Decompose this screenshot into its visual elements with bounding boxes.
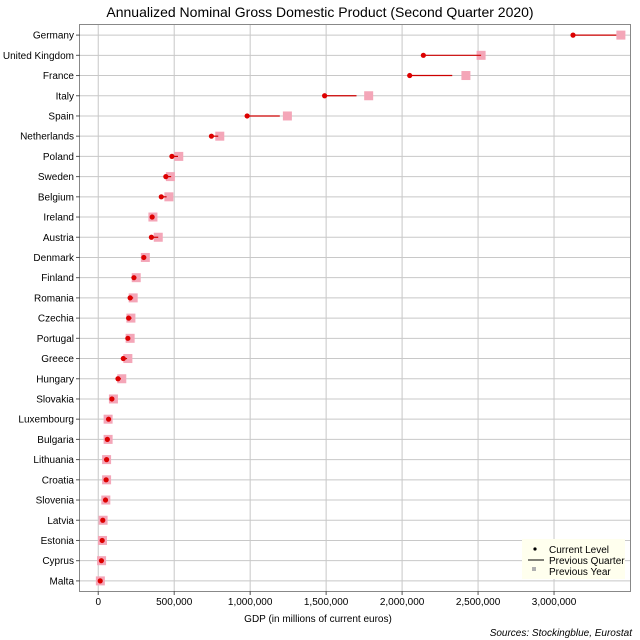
x-tick-label: 2,000,000 — [380, 597, 425, 608]
previous-year-marker — [461, 71, 471, 81]
source-note: Sources: Stockingblue, Eurostat — [490, 628, 634, 639]
category-label: Spain — [48, 111, 74, 122]
previous-year-marker — [117, 374, 127, 384]
category-label: Malta — [50, 576, 75, 587]
current-level-point — [105, 416, 112, 422]
x-tick-label: 3,000,000 — [532, 597, 577, 608]
current-level-point — [102, 497, 109, 503]
previous-year-marker — [174, 151, 184, 161]
category-label: Finland — [41, 273, 74, 284]
category-label: Croatia — [42, 475, 75, 486]
current-level-point — [570, 32, 576, 38]
x-axis-label: GDP (in millions of current euros) — [244, 614, 392, 625]
x-tick-label: 1,000,000 — [228, 597, 273, 608]
data-marks — [95, 30, 626, 586]
current-level-point — [115, 376, 121, 382]
current-level-point — [420, 52, 426, 58]
grid — [76, 25, 630, 595]
x-tick-labels: 0 500,000 1,000,000 1,500,000 2,000,000 2,500… — [95, 597, 576, 608]
current-level-point — [125, 335, 131, 341]
category-label: Italy — [56, 91, 74, 102]
previous-year-marker — [123, 354, 133, 364]
category-label: Germany — [33, 31, 74, 42]
legend-previous-year-icon — [532, 567, 536, 571]
x-tick-label: 2,500,000 — [456, 597, 501, 608]
category-label: United Kingdom — [3, 51, 74, 62]
current-level-point — [126, 315, 132, 321]
previous-year-marker — [364, 91, 374, 101]
current-level-point — [103, 457, 110, 463]
category-label: Belgium — [38, 192, 74, 203]
category-label: Poland — [43, 152, 74, 163]
current-level-point — [148, 234, 155, 240]
current-level-point — [208, 133, 215, 139]
chart-title: Annualized Nominal Gross Domestic Produc… — [106, 4, 533, 20]
legend-current-icon — [533, 547, 537, 551]
previous-year-marker — [282, 111, 292, 121]
previous-year-marker — [215, 131, 225, 141]
category-label: Portugal — [37, 334, 74, 345]
category-label: Lithuania — [33, 455, 74, 466]
current-level-point — [120, 355, 126, 362]
current-level-point — [141, 254, 147, 261]
current-level-point — [322, 93, 328, 99]
current-level-point — [104, 436, 110, 442]
category-label: Czechia — [38, 314, 75, 325]
category-label: Denmark — [33, 253, 75, 264]
current-level-point — [131, 275, 137, 281]
category-label: Bulgaria — [37, 435, 74, 446]
category-label: Latvia — [47, 516, 74, 527]
current-level-point — [149, 214, 155, 220]
current-level-point — [97, 578, 103, 584]
current-level-point — [169, 153, 175, 159]
current-level-point — [127, 295, 133, 301]
category-label: France — [43, 71, 75, 82]
legend-previous-quarter-label: Previous Quarter — [549, 556, 625, 567]
category-label: Romania — [34, 293, 74, 304]
x-tick-label: 1,500,000 — [304, 597, 349, 608]
current-level-point — [407, 72, 413, 79]
current-level-point — [98, 558, 105, 564]
category-label: Slovenia — [36, 496, 75, 507]
current-level-point — [163, 174, 169, 180]
category-label: Luxembourg — [18, 415, 74, 426]
x-tick-label: 0 — [95, 597, 101, 608]
category-label: Greece — [41, 354, 74, 365]
current-level-point — [99, 537, 105, 544]
legend-box — [522, 539, 625, 579]
category-label: Slovakia — [36, 394, 74, 405]
current-level-point — [244, 113, 250, 119]
category-label: Cyprus — [42, 556, 74, 567]
legend-previous-year-label: Previous Year — [549, 567, 611, 578]
category-label: Estonia — [41, 536, 75, 547]
category-label: Hungary — [36, 374, 74, 385]
current-level-point — [158, 194, 164, 200]
current-level-point — [100, 517, 106, 523]
current-level-point — [103, 477, 109, 483]
current-level-point — [109, 396, 115, 402]
legend-current-label: Current Level — [549, 545, 609, 556]
x-tick-label: 500,000 — [156, 597, 193, 608]
plot-area — [79, 24, 631, 592]
category-label: Ireland — [43, 213, 74, 224]
category-label: Austria — [43, 233, 75, 244]
category-label: Netherlands — [20, 132, 74, 143]
previous-year-marker — [616, 30, 626, 40]
category-label: Sweden — [38, 172, 74, 183]
category-labels: Germany United Kingdom France Italy Spain Net… — [3, 31, 75, 588]
previous-year-marker — [164, 192, 174, 202]
legend: Current Level Previous Quarter Previous … — [522, 539, 625, 579]
